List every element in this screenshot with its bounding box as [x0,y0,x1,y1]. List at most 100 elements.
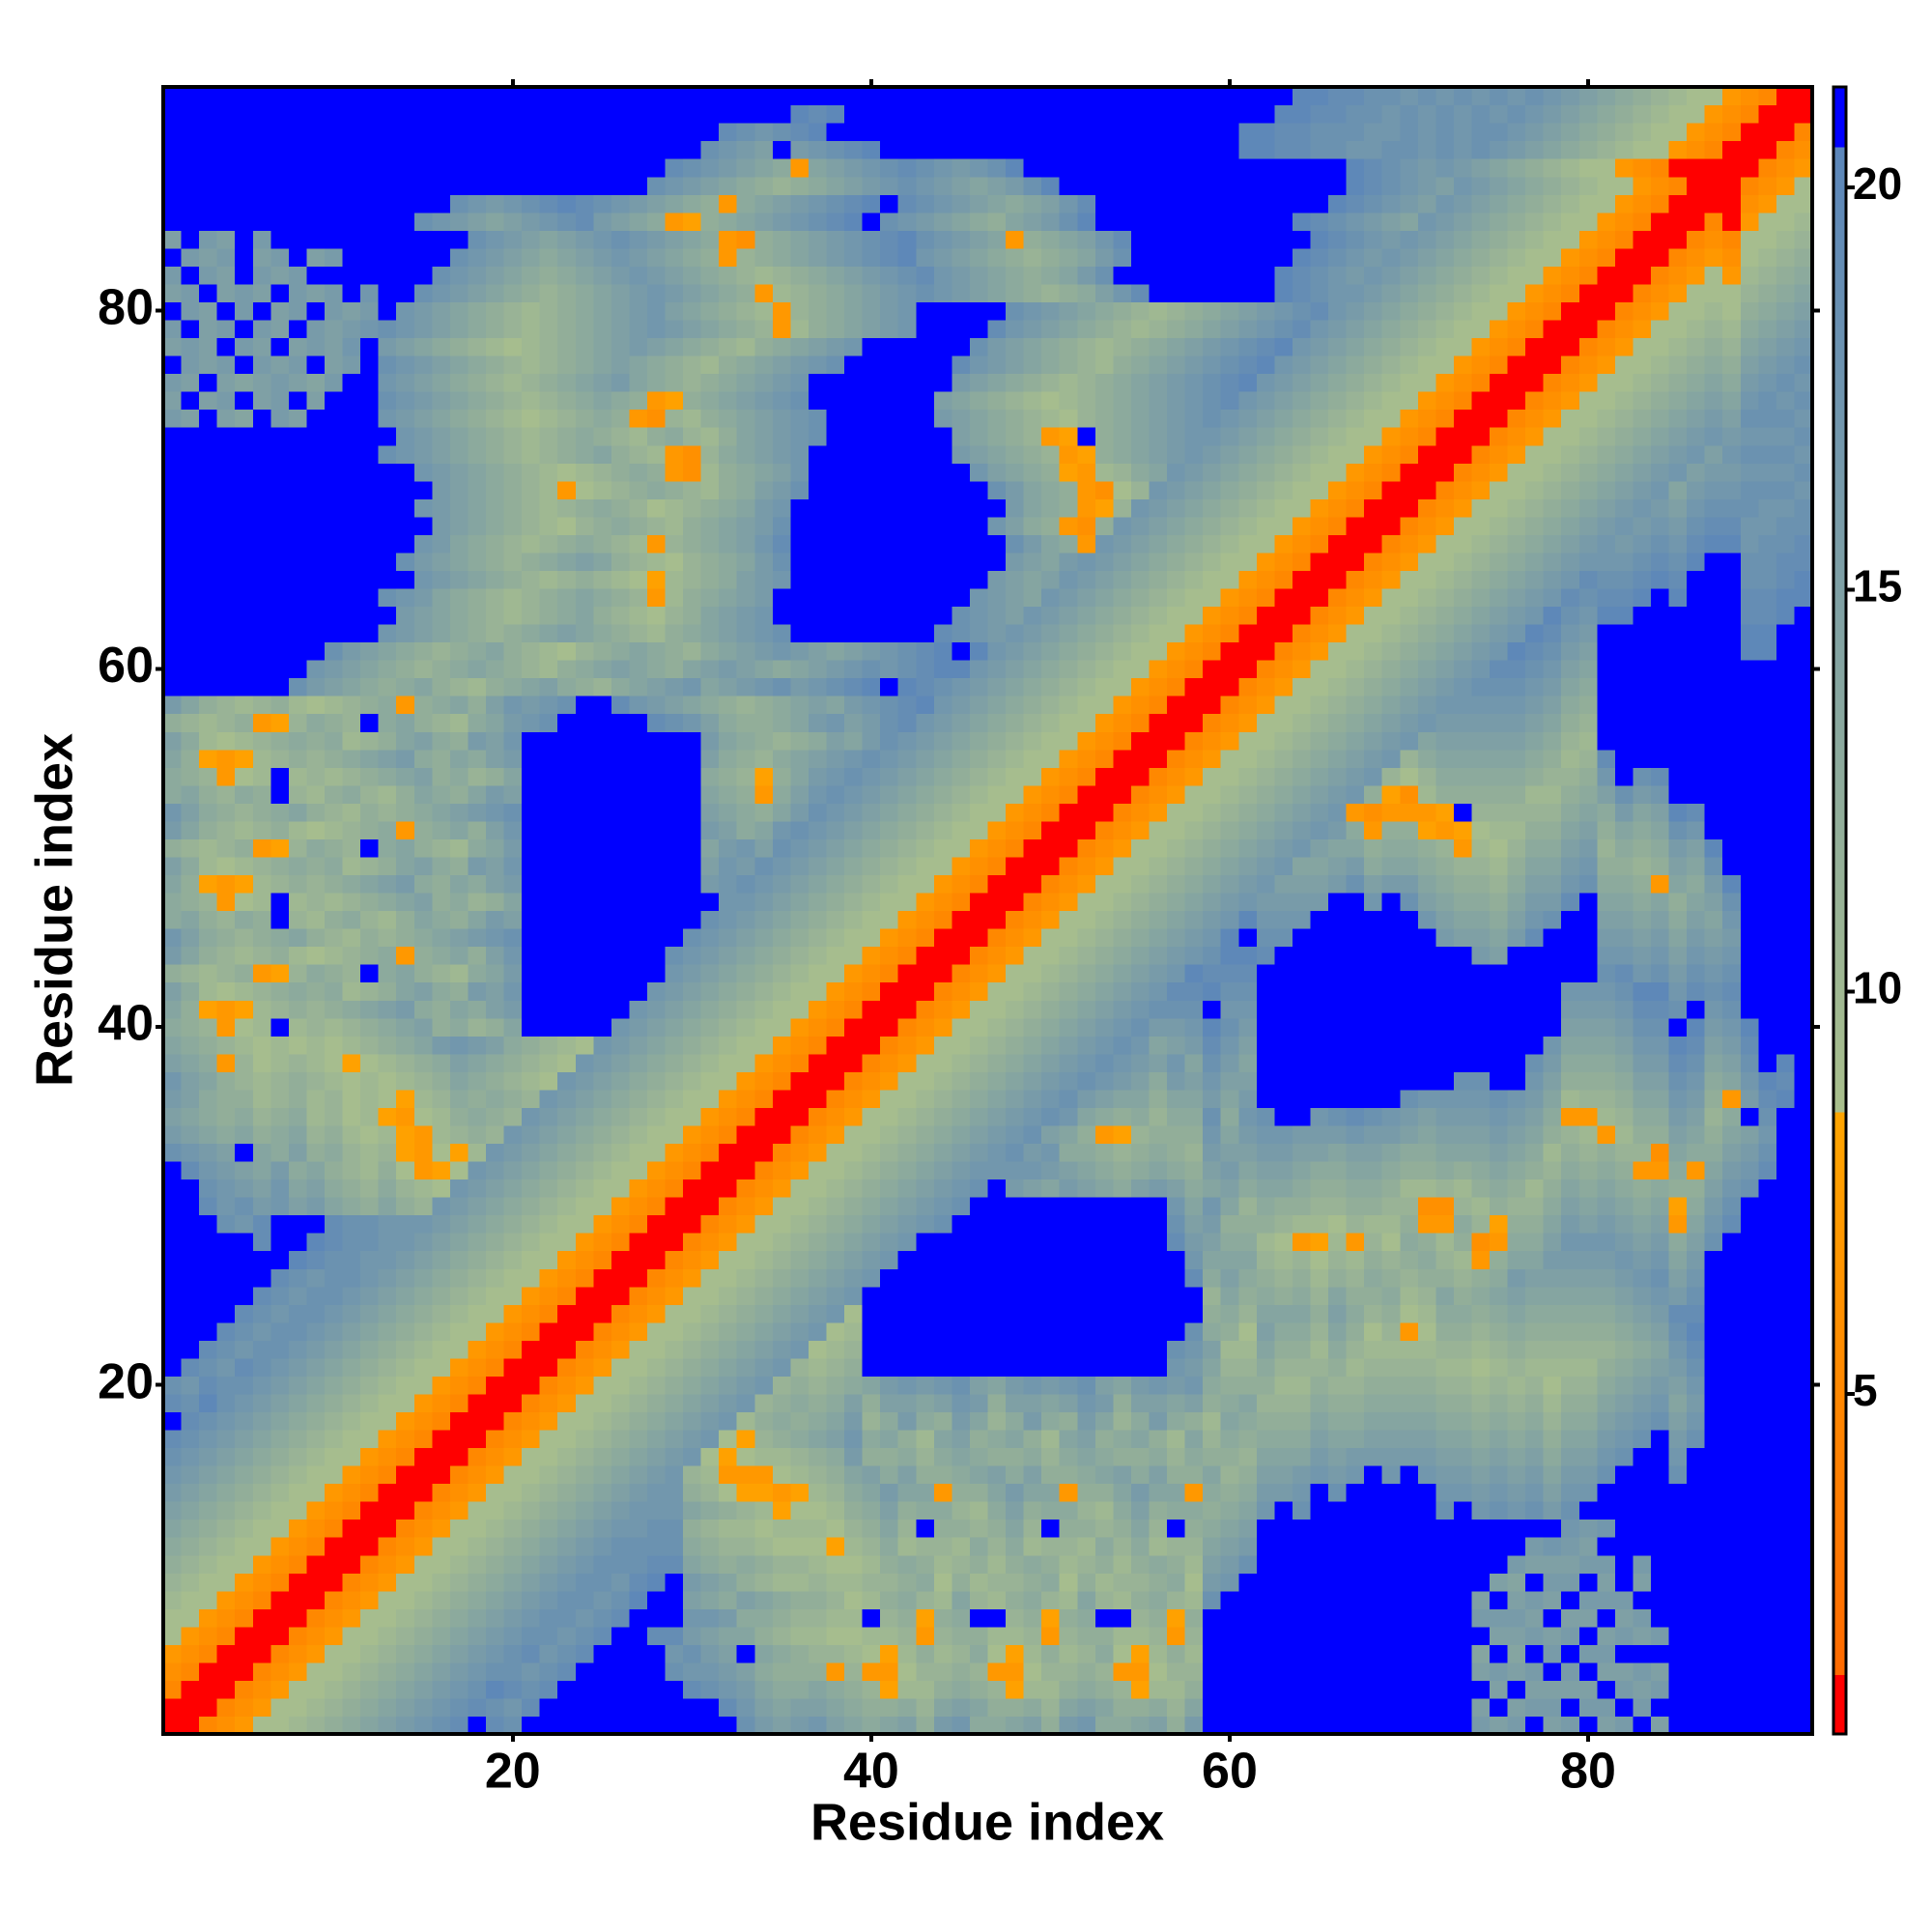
heatmap-cell [593,1429,612,1449]
heatmap-cell [629,1124,648,1145]
heatmap-cell [324,1340,344,1359]
heatmap-cell [1292,1573,1312,1592]
heatmap-cell [1578,767,1598,786]
heatmap-cell [772,767,792,786]
heatmap-cell [754,1233,774,1252]
heatmap-cell [485,1519,505,1538]
heatmap-cell [1668,1143,1688,1162]
heatmap-cell [1346,1286,1365,1305]
heatmap-cell [1543,1429,1562,1449]
heatmap-cell [1687,1214,1706,1234]
heatmap-cell [396,1124,415,1145]
heatmap-cell [1687,910,1706,929]
heatmap-cell [539,820,558,839]
heatmap-cell [306,1608,326,1628]
heatmap-cell [557,1143,577,1162]
heatmap-cell [360,1429,380,1449]
heatmap-cell [1059,1376,1078,1395]
heatmap-cell [1525,1143,1545,1162]
heatmap-cell [1453,1321,1473,1341]
heatmap-cell [844,874,864,894]
heatmap-cell [485,1036,505,1055]
heatmap-cell [1220,1644,1239,1663]
heatmap-cell [1561,1250,1580,1269]
heatmap-cell [1274,1376,1293,1395]
heatmap-cell [163,1179,183,1198]
heatmap-cell [378,981,397,1001]
heatmap-cell [1614,1644,1634,1663]
heatmap-cell [1417,1590,1436,1609]
heatmap-cell [288,1393,308,1413]
heatmap-cell [557,1160,577,1180]
heatmap-cell [611,1626,631,1645]
heatmap-cell [1614,1089,1634,1108]
heatmap-cell [1758,803,1777,822]
heatmap-cell [181,1483,200,1502]
heatmap-cell [1597,1483,1616,1502]
heatmap-cell [1578,1143,1598,1162]
heatmap-cell [1256,981,1275,1001]
heatmap-cell [468,1179,487,1198]
heatmap-cell [1561,1447,1580,1466]
heatmap-cell [1525,784,1545,804]
heatmap-cell [969,1143,989,1162]
heatmap-cell [1668,856,1688,876]
heatmap-cell [396,1644,415,1663]
heatmap-cell [1346,1626,1365,1645]
heatmap-cell [1364,1697,1383,1718]
heatmap-cell [163,1089,183,1108]
heatmap-cell [1041,1519,1061,1538]
heatmap-cell [826,1519,845,1538]
heatmap-cell [683,1321,702,1341]
heatmap-cell [468,1411,487,1431]
heatmap-cell [360,1304,380,1323]
heatmap-cell [880,1554,899,1574]
heatmap-cell [683,820,702,839]
heatmap-cell [1059,946,1078,965]
heatmap-cell [1794,981,1813,1001]
heatmap-cell [1364,910,1383,929]
heatmap-cell [575,1662,594,1682]
heatmap-cell [1381,820,1401,839]
heatmap-cell [413,784,433,804]
heatmap-cell [216,1053,236,1072]
heatmap-cell [611,1000,631,1019]
heatmap-cell [1203,1233,1222,1252]
heatmap-cell [862,910,881,929]
heatmap-cell [503,1626,523,1645]
heatmap-cell [1220,1626,1239,1645]
heatmap-cell [252,784,271,804]
heatmap-cell [1149,803,1168,822]
heatmap-cell [952,1554,971,1574]
heatmap-cell [522,1304,541,1323]
heatmap-cell [522,946,541,965]
heatmap-cell [216,1250,236,1269]
heatmap-cell [1364,1071,1383,1091]
heatmap-cell [324,1501,344,1520]
heatmap-cell [1167,1590,1186,1609]
heatmap-cell [629,1626,648,1645]
heatmap-cell [1687,1537,1706,1556]
heatmap-cell [1346,1608,1365,1628]
heatmap-cell [1220,928,1239,948]
heatmap-cell [916,1160,935,1180]
heatmap-cell [1220,981,1239,1001]
heatmap-cell [1167,1501,1186,1520]
heatmap-cell [360,1143,380,1162]
heatmap-cell [1651,1250,1670,1269]
heatmap-cell [468,767,487,786]
heatmap-cell [1435,1000,1455,1019]
heatmap-cell [593,1179,612,1198]
heatmap-cell [1381,964,1401,983]
heatmap-cell [808,1000,828,1019]
heatmap-cell [897,1160,917,1180]
heatmap-cell [1507,874,1526,894]
heatmap-cell [1471,1143,1491,1162]
heatmap-cell [665,1233,684,1252]
heatmap-cell [880,1053,899,1072]
heatmap-cell [683,964,702,983]
heatmap-cell [736,1608,755,1628]
heatmap-cell [933,946,952,965]
heatmap-cell [1668,1017,1688,1037]
heatmap-cell [1238,1376,1258,1395]
